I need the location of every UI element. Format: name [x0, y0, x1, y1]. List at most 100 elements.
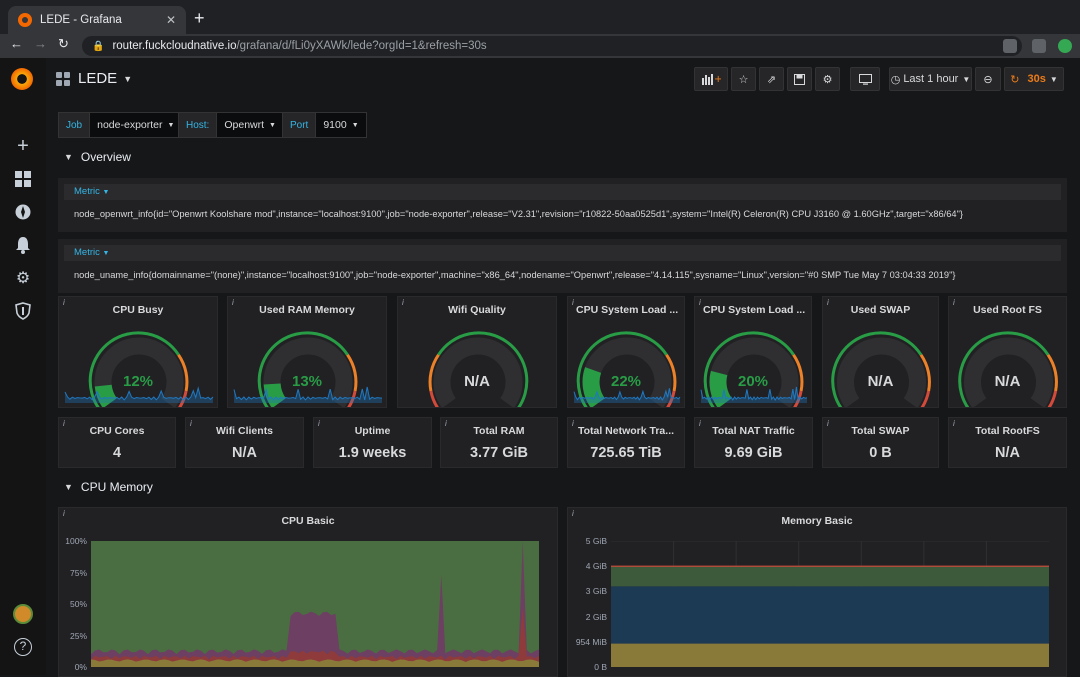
explore-icon[interactable] [13, 203, 33, 223]
gauge-threshold-band [347, 390, 357, 407]
star-icon[interactable]: ☆ [731, 67, 756, 91]
info-icon[interactable]: i [318, 419, 320, 428]
variable-value[interactable]: 9100 ▼ [316, 112, 367, 138]
save-icon[interactable] [787, 67, 812, 91]
gauge-value: N/A [994, 373, 1021, 390]
stat-panel[interactable]: i Wifi Clients N/A [185, 417, 304, 468]
info-icon[interactable]: i [827, 298, 829, 307]
extension-icon[interactable] [1032, 39, 1046, 53]
configuration-gear-icon[interactable]: ⚙ [15, 270, 31, 287]
time-range-picker[interactable]: ◷ Last 1 hour ▼ [889, 67, 972, 91]
variable-value[interactable]: Openwrt ▼ [217, 112, 284, 138]
y-tick-label: 50% [69, 599, 87, 609]
avatar[interactable] [13, 604, 33, 624]
gauge-panel[interactable]: i CPU System Load ... 22% [567, 296, 685, 408]
graph-panel-cpu-basic[interactable]: i CPU Basic 100% 75% 50% 25% 0% [58, 507, 558, 677]
dashboard-picker[interactable]: LEDE ▼ [56, 70, 132, 87]
info-icon[interactable]: i [445, 419, 447, 428]
settings-gear-icon[interactable]: ⚙ [815, 67, 840, 91]
stat-panel[interactable]: i Total Network Tra... 725.65 TiB [567, 417, 685, 468]
info-icon[interactable]: i [572, 298, 574, 307]
panel-title: CPU Cores [89, 425, 145, 437]
info-icon[interactable]: i [699, 298, 701, 307]
info-icon[interactable]: i [402, 298, 404, 307]
gauge-panel[interactable]: i Wifi Quality N/A [397, 296, 557, 408]
info-icon[interactable]: i [827, 419, 829, 428]
grafana-favicon-icon [18, 13, 32, 27]
back-icon[interactable]: ← [10, 36, 23, 51]
variable-job[interactable]: Job node-exporter ▼ [58, 112, 183, 138]
translate-icon[interactable] [1003, 39, 1017, 53]
tv-mode-icon[interactable] [850, 67, 880, 91]
server-admin-shield-icon[interactable] [13, 302, 33, 322]
gauge-panel[interactable]: i Used Root FS N/A [948, 296, 1067, 408]
info-icon[interactable]: i [699, 419, 701, 428]
info-icon[interactable]: i [190, 419, 192, 428]
refresh-picker[interactable]: ↻ 30s ▼ [1004, 67, 1064, 91]
stat-value: 4 [112, 445, 122, 461]
browser-tab[interactable]: LEDE - Grafana ✕ [8, 6, 186, 34]
variable-port[interactable]: Port 9100 ▼ [282, 112, 367, 138]
create-icon[interactable]: + [17, 135, 29, 157]
info-icon[interactable]: i [953, 419, 955, 428]
gauge-fill [709, 370, 733, 407]
info-icon[interactable]: i [232, 298, 234, 307]
gauge [573, 331, 681, 407]
gauge-threshold-band [666, 390, 676, 407]
table-panel-openwrt-info: Metric ▼ node_openwrt_info{id="Openwrt K… [58, 178, 1067, 232]
info-icon[interactable]: i [63, 509, 65, 518]
refresh-icon[interactable]: ↻ [1010, 73, 1020, 86]
panel-title: Wifi Quality [448, 304, 506, 316]
info-icon[interactable]: i [63, 419, 65, 428]
reload-icon[interactable]: ↻ [58, 36, 69, 51]
info-icon[interactable]: i [572, 509, 574, 518]
cpu-user-area [91, 541, 539, 667]
stat-panel[interactable]: i CPU Cores 4 [58, 417, 176, 468]
row-cpu-memory[interactable]: ▼ CPU Memory [64, 480, 153, 494]
panel-title: Total NAT Traffic [712, 425, 795, 437]
share-icon[interactable]: ⇗ [759, 67, 784, 91]
dashboards-icon[interactable] [13, 170, 33, 190]
info-icon[interactable]: i [953, 298, 955, 307]
gauge-panel[interactable]: i CPU Busy 12% [58, 296, 218, 408]
gauge-threshold-band [1047, 390, 1058, 407]
grafana-logo-icon[interactable] [11, 68, 33, 90]
stat-panel[interactable]: i Total RAM 3.77 GiB [440, 417, 558, 468]
caret-down-icon: ▼ [1049, 74, 1058, 84]
variable-host[interactable]: Host: Openwrt ▼ [178, 112, 284, 138]
gauge-panel[interactable]: i Used SWAP N/A [822, 296, 939, 408]
profile-icon[interactable] [1058, 39, 1072, 53]
url-field[interactable]: 🔒 router.fuckcloudnative.io /grafana/d/f… [82, 36, 1022, 56]
gauge-threshold-band [793, 390, 803, 407]
gauge-value: N/A [464, 373, 490, 390]
cpu-basic-plot [91, 541, 539, 667]
zoom-out-icon[interactable]: ⊖ [975, 67, 1001, 91]
forward-icon[interactable]: → [34, 36, 47, 51]
info-icon[interactable]: i [572, 419, 574, 428]
stat-panel[interactable]: i Total NAT Traffic 9.69 GiB [694, 417, 813, 468]
y-tick-label: 4 GiB [585, 561, 607, 572]
gauge [428, 331, 529, 407]
refresh-interval: 30s [1027, 73, 1046, 85]
row-overview[interactable]: ▼ Overview [64, 150, 131, 164]
add-panel-button[interactable]: + [694, 67, 728, 91]
stat-panel[interactable]: i Total SWAP 0 B [822, 417, 939, 468]
table-panel-uname-info: Metric ▼ node_uname_info{domainname="(no… [58, 239, 1067, 293]
new-tab-icon[interactable]: + [194, 8, 205, 28]
tab-close-icon[interactable]: ✕ [165, 13, 176, 27]
table-header[interactable]: Metric ▼ [64, 245, 1061, 261]
graph-panel-memory-basic[interactable]: i Memory Basic 5 GiB 4 GiB 3 GiB 2 GiB 954 M… [567, 507, 1067, 677]
gauge-threshold-band [919, 353, 931, 392]
stat-panel[interactable]: i Uptime 1.9 weeks [313, 417, 432, 468]
alerting-bell-icon[interactable] [13, 236, 33, 256]
gauge-panel[interactable]: i CPU System Load ... 20% [694, 296, 812, 408]
url-path: /grafana/d/fLi0yXAWk/lede?orgId=1&refres… [236, 40, 487, 52]
table-header[interactable]: Metric ▼ [64, 184, 1061, 200]
cpu-iowait-area [91, 659, 539, 667]
stat-panel[interactable]: i Total RootFS N/A [948, 417, 1067, 468]
help-icon[interactable]: ? [14, 638, 32, 656]
panel-title: CPU System Load ... [576, 304, 679, 316]
gauge-panel[interactable]: i Used RAM Memory 13% [227, 296, 387, 408]
info-icon[interactable]: i [63, 298, 65, 307]
variable-value[interactable]: node-exporter ▼ [90, 112, 183, 138]
